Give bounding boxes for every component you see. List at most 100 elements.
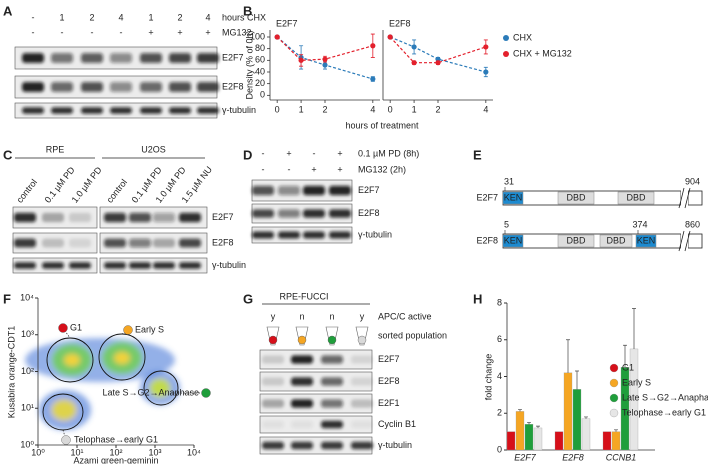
band <box>262 420 284 429</box>
panel-label: C <box>3 147 13 162</box>
bands <box>262 420 373 429</box>
break-gap <box>681 232 688 250</box>
y-tick-label: 10³ <box>21 329 34 339</box>
break-gap <box>681 189 688 207</box>
band <box>278 185 300 196</box>
band <box>14 262 36 269</box>
band <box>329 209 351 218</box>
band <box>291 377 313 386</box>
band <box>129 238 151 248</box>
chart-title: E2F7 <box>276 18 298 28</box>
x-tick-label: 0 <box>275 104 280 114</box>
density-cloud <box>25 338 180 430</box>
blot-label: E2F8 <box>378 376 400 386</box>
band <box>104 238 126 248</box>
y-tick-label: 6 <box>497 334 502 344</box>
point <box>298 57 304 63</box>
series-line <box>276 36 373 80</box>
bands <box>14 262 91 269</box>
x-tick-label: CCNB1 <box>606 452 637 462</box>
position-label: 904 <box>685 176 700 186</box>
x-tick-label: E2F7 <box>514 452 537 462</box>
band <box>252 209 274 218</box>
bands <box>14 212 91 223</box>
band <box>262 441 284 450</box>
population-dot <box>357 335 367 345</box>
band <box>351 355 373 364</box>
panel-label: F <box>3 291 11 306</box>
legend-label: CHX <box>513 32 532 42</box>
band <box>179 262 201 269</box>
column-label: 4 <box>205 12 210 22</box>
y-tick-label: 2 <box>497 408 502 418</box>
blot-label: γ-tubulin <box>378 440 412 450</box>
bands <box>104 262 201 269</box>
blot-label: γ-tubulin <box>358 229 392 239</box>
annotation-dot <box>61 435 71 445</box>
point <box>483 69 489 75</box>
position-label: 5 <box>504 219 509 229</box>
band <box>329 231 351 239</box>
y-tick-label: 10² <box>21 366 34 376</box>
y-tick-label: 10¹ <box>21 403 34 413</box>
x-tick-label: 10¹ <box>70 447 83 457</box>
error-bar <box>566 339 570 373</box>
band <box>153 262 175 269</box>
band <box>14 238 36 248</box>
column-label: + <box>337 148 342 158</box>
error-bar <box>518 409 522 412</box>
band <box>262 377 284 386</box>
lane-label: control <box>105 177 130 204</box>
band <box>51 53 73 63</box>
domain-label: DBD <box>566 235 586 245</box>
bar <box>602 431 612 451</box>
band <box>22 107 44 114</box>
column-label: 1 <box>59 12 64 22</box>
band <box>321 377 343 386</box>
band <box>197 53 219 63</box>
blot-label: Cyclin B1 <box>378 419 416 429</box>
band <box>351 441 373 450</box>
x-tick-label: 4 <box>483 104 488 114</box>
error-bar <box>584 416 588 419</box>
column-label: n <box>329 311 334 321</box>
annotation: Telophase→early G1 <box>74 434 158 444</box>
band <box>14 212 36 223</box>
blot-label: E2F8 <box>358 208 380 218</box>
x-tick-label: 2 <box>435 104 440 114</box>
band <box>321 355 343 364</box>
y-tick-label: 20 <box>255 78 265 88</box>
blot-label: γ-tubulin <box>212 260 246 270</box>
axis-label: Density (% of 0h) <box>244 30 254 99</box>
domain-label: KEN <box>504 192 523 202</box>
row-label: 0.1 µM PD (8h) <box>358 148 419 158</box>
protein-bar <box>687 190 703 206</box>
band <box>321 441 343 450</box>
population-dot <box>327 335 337 345</box>
annotation-dot <box>58 323 68 333</box>
blot-label: E2F8 <box>212 237 234 247</box>
column-label: 2 <box>177 12 182 22</box>
point <box>387 34 393 40</box>
position-label: 374 <box>632 219 647 229</box>
point <box>370 43 376 49</box>
band <box>303 231 325 239</box>
band <box>110 82 132 92</box>
domain <box>502 191 524 205</box>
legend-label: Late S→G2→Anaphase <box>622 392 708 402</box>
band <box>321 399 343 408</box>
bar <box>611 431 621 451</box>
band <box>69 212 91 223</box>
group-label: U2OS <box>141 144 166 154</box>
domain <box>635 234 657 248</box>
protein-name: E2F8 <box>476 235 498 245</box>
band <box>42 238 64 248</box>
bands <box>104 212 201 223</box>
band <box>351 420 373 429</box>
annotation: Late S→G2→Anaphase <box>102 387 199 397</box>
column-label: 4 <box>118 12 123 22</box>
break-mark <box>678 187 691 209</box>
band <box>153 212 175 223</box>
y-tick-label: 40 <box>255 66 265 76</box>
band <box>129 212 151 223</box>
